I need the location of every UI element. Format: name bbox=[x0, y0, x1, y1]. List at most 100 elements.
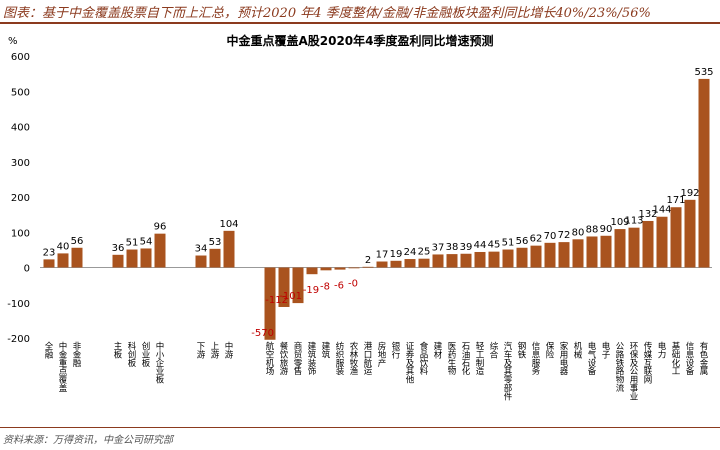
x-tick-label: 医药生物 bbox=[448, 342, 457, 377]
x-tick-label: 证券及其他 bbox=[406, 342, 415, 386]
negative-data-label: -19 bbox=[303, 285, 319, 296]
y-tick-label: -100 bbox=[7, 299, 30, 310]
data-label: 38 bbox=[446, 242, 459, 253]
negative-data-label: -101 bbox=[279, 291, 302, 302]
bar bbox=[376, 261, 388, 268]
bar bbox=[446, 254, 458, 268]
x-tick-label: 电气设备 bbox=[588, 341, 597, 377]
x-tick-label: 食品饮料 bbox=[420, 341, 429, 377]
y-axis-unit-label: % bbox=[8, 36, 18, 47]
x-tick-label: 信息服务 bbox=[532, 341, 541, 377]
y-tick-label: 300 bbox=[11, 158, 30, 169]
y-tick-label: 200 bbox=[11, 193, 30, 204]
data-label: 96 bbox=[154, 222, 167, 233]
x-tick-label: 保险 bbox=[546, 341, 555, 360]
bar bbox=[362, 266, 374, 268]
bar bbox=[558, 242, 570, 268]
data-label: 56 bbox=[71, 236, 84, 247]
data-label: 70 bbox=[544, 231, 557, 242]
data-label: 45 bbox=[488, 240, 501, 251]
x-tick-label: 全融 bbox=[45, 341, 54, 360]
x-tick-label: 轻工制造 bbox=[476, 341, 485, 377]
data-label: 109 bbox=[610, 217, 629, 228]
data-label: 53 bbox=[209, 237, 222, 248]
bar bbox=[474, 251, 486, 268]
data-label: 535 bbox=[694, 67, 713, 78]
bar bbox=[418, 258, 430, 268]
x-tick-label: 农林牧渔 bbox=[350, 341, 359, 377]
x-tick-label: 航空机场 bbox=[266, 341, 275, 377]
data-label: 132 bbox=[638, 209, 657, 220]
y-tick-label: 500 bbox=[11, 87, 30, 98]
bar bbox=[572, 239, 584, 268]
bar bbox=[656, 216, 668, 268]
bar bbox=[614, 229, 626, 268]
caption-rule bbox=[0, 22, 720, 24]
x-tick-label: 中游 bbox=[225, 341, 234, 360]
y-tick-label: 100 bbox=[11, 228, 30, 239]
bar bbox=[432, 254, 444, 268]
bar bbox=[195, 255, 207, 268]
x-tick-label: 机械 bbox=[574, 341, 583, 360]
bar bbox=[670, 207, 682, 268]
data-label: 44 bbox=[474, 240, 487, 251]
bar bbox=[43, 259, 55, 268]
bar bbox=[628, 227, 640, 268]
x-tick-label: 环保及公用事业 bbox=[630, 342, 639, 402]
y-tick-label: 0 bbox=[24, 264, 30, 275]
bar bbox=[209, 248, 221, 268]
bar bbox=[698, 78, 710, 268]
x-tick-label: 建筑 bbox=[322, 341, 331, 360]
bar bbox=[112, 254, 124, 268]
x-tick-label: 建材 bbox=[434, 341, 443, 360]
data-label: 90 bbox=[600, 224, 613, 235]
y-tick-label: 400 bbox=[11, 123, 30, 134]
data-label: 56 bbox=[516, 236, 529, 247]
x-tick-label: 公路铁路物流 bbox=[616, 342, 625, 394]
x-tick-label: 中小企业板 bbox=[156, 341, 165, 386]
x-tick-label: 创业板 bbox=[142, 341, 151, 369]
x-tick-label: 汽车及其零部件 bbox=[504, 341, 513, 402]
y-tick-label: -200 bbox=[7, 334, 30, 345]
x-tick-label: 传媒互联网 bbox=[644, 341, 653, 386]
source-rule bbox=[0, 427, 720, 428]
x-tick-label: 上游 bbox=[211, 342, 220, 360]
x-tick-label: 综合 bbox=[490, 341, 499, 360]
bar bbox=[516, 247, 528, 268]
data-label: 19 bbox=[390, 249, 403, 260]
data-label: 62 bbox=[530, 234, 543, 245]
bar bbox=[502, 249, 514, 268]
x-tick-label: 钢铁 bbox=[518, 341, 527, 360]
bar bbox=[530, 245, 542, 268]
data-label: 171 bbox=[666, 195, 685, 206]
data-label: 104 bbox=[219, 219, 238, 230]
bar bbox=[544, 242, 556, 268]
negative-data-label: -0 bbox=[348, 279, 358, 290]
data-label: 17 bbox=[376, 250, 389, 261]
x-tick-label: 纺织服装 bbox=[336, 341, 345, 377]
x-tick-label: 银行 bbox=[392, 341, 401, 360]
x-tick-label: 电子 bbox=[602, 341, 611, 360]
data-label: 80 bbox=[572, 227, 585, 238]
x-tick-label: 信息设备 bbox=[686, 341, 695, 377]
x-tick-label: 石油石化 bbox=[462, 342, 471, 377]
negative-data-label: -8 bbox=[320, 281, 330, 292]
bar bbox=[292, 267, 304, 304]
bar bbox=[71, 247, 83, 268]
data-label: 40 bbox=[57, 241, 70, 252]
data-label: 36 bbox=[112, 243, 125, 254]
chart-title: 中金重点覆盖A股2020年4季度盈利同比增速预测 bbox=[226, 33, 493, 48]
data-label: 39 bbox=[460, 242, 473, 253]
data-label: 72 bbox=[558, 230, 571, 241]
bar bbox=[140, 248, 152, 268]
x-tick-label: 科创板 bbox=[128, 341, 137, 369]
negative-data-label: -570 bbox=[251, 328, 274, 339]
data-label: 144 bbox=[652, 205, 671, 216]
bar bbox=[223, 230, 235, 268]
bar bbox=[600, 235, 612, 268]
data-label: 24 bbox=[404, 247, 417, 258]
x-tick-label: 港口航运 bbox=[364, 341, 373, 377]
bar bbox=[390, 260, 402, 268]
x-tick-label: 中金重点覆盖 bbox=[59, 341, 68, 394]
